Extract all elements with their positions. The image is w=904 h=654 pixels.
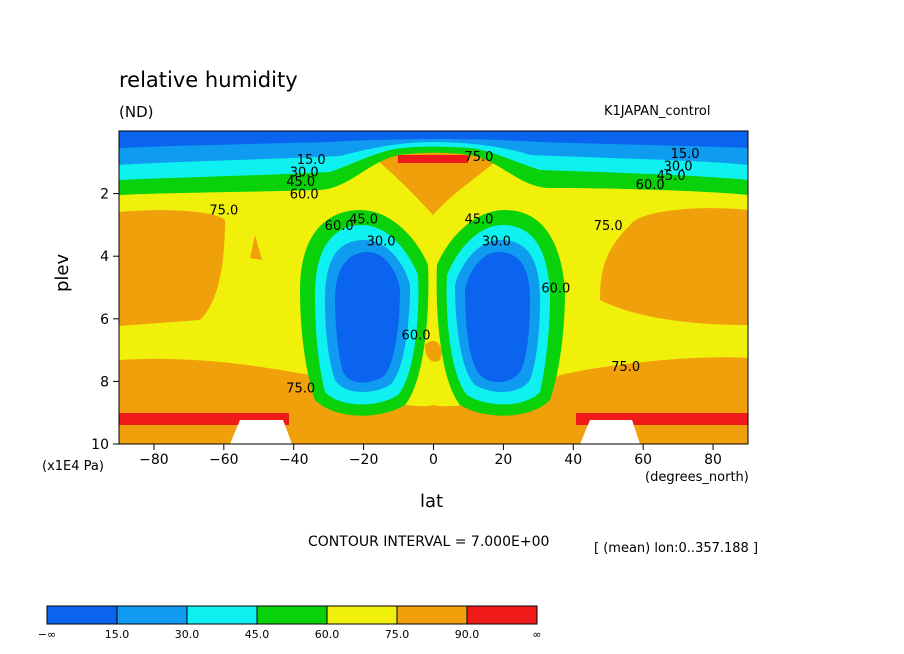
x-tick-label: −60 [209,452,239,468]
fill-blue-top [119,131,748,148]
x-tick-label: −20 [349,452,379,468]
colorbar-swatch [326,605,398,625]
colorbar-label: 90.0 [455,628,480,641]
contour-label: 60.0 [325,219,354,234]
x-axis: −80 −60 −40 −20 0 20 40 60 80 [139,444,722,468]
y-tick-label: 4 [100,249,109,265]
x-tick-label: −40 [279,452,309,468]
colorbar-label: 30.0 [175,628,200,641]
x-tick-label: 20 [494,452,512,468]
colorbar-swatch [116,605,188,625]
contour-label: 60.0 [402,328,431,343]
contour-label: 75.0 [286,382,315,397]
contour-label: 30.0 [664,159,693,174]
contour-label: 45.0 [657,169,686,184]
fill-red-top [398,155,468,163]
colorbar-swatch [256,605,328,625]
contour-label: 45.0 [286,175,315,190]
lobe-right-15 [465,252,530,383]
contour-label: 75.0 [209,203,238,218]
surface-right [580,420,640,444]
mean-info: [ (mean) lon:0..357.188 ] [594,541,759,556]
contour-label: 75.0 [594,219,623,234]
y-axis-unit: (x1E4 Pa) [42,459,104,474]
contour-label: 60.0 [541,282,570,297]
contour-label: 15.0 [297,153,326,168]
lobe-left-15 [335,252,400,383]
contour-label: 45.0 [464,213,493,228]
chart-title: relative humidity [119,68,298,92]
fill-orange-blob [250,235,262,260]
x-axis-unit: (degrees_north) [645,470,749,485]
colorbar-swatch [396,605,468,625]
contour-label: 75.0 [611,360,640,375]
colorbar-label: 45.0 [245,628,270,641]
fill-orange-center [425,340,442,362]
fill-orange-bottom [119,425,748,444]
x-axis-label: lat [420,491,444,512]
y-axis: 2 4 6 8 10 [91,187,119,453]
colorbar-label: 75.0 [385,628,410,641]
contour-labels: 15.030.045.060.075.060.045.030.045.030.0… [209,147,699,397]
fill-orange-top [365,146,510,215]
y-tick-label: 2 [100,187,109,203]
contour-fill [119,131,748,444]
x-tick-label: 60 [634,452,652,468]
contour-label: 60.0 [636,178,665,193]
colorbar-swatch [46,605,118,625]
chart-units: (ND) [119,103,154,121]
x-tick-label: 40 [564,452,582,468]
run-name: K1JAPAN_control [604,104,711,119]
surface-left [230,420,292,444]
contour-label: 60.0 [290,188,319,203]
colorbar: −∞ 15.0 30.0 45.0 60.0 75.0 90.0 ∞ [38,605,542,641]
y-tick-label: 6 [100,312,109,328]
x-tick-label: 0 [429,452,438,468]
fill-orange-left [119,210,225,326]
colorbar-swatch [186,605,258,625]
contour-label: 30.0 [482,235,511,250]
y-tick-label: 8 [100,374,109,390]
contour-label: 75.0 [464,150,493,165]
y-tick-label: 10 [91,437,109,453]
colorbar-label: 15.0 [105,628,130,641]
contour-label: 45.0 [349,213,378,228]
colorbar-label: −∞ [38,628,56,641]
colorbar-label: 60.0 [315,628,340,641]
fill-orange-right [600,208,748,325]
x-tick-label: 80 [704,452,722,468]
colorbar-label: ∞ [532,628,541,641]
contour-interval: CONTOUR INTERVAL = 7.000E+00 [308,534,550,550]
contour-label: 30.0 [367,235,396,250]
contour-label: 30.0 [290,166,319,181]
contour-label: 15.0 [671,147,700,162]
colorbar-swatch [466,605,538,625]
x-tick-label: −80 [139,452,169,468]
